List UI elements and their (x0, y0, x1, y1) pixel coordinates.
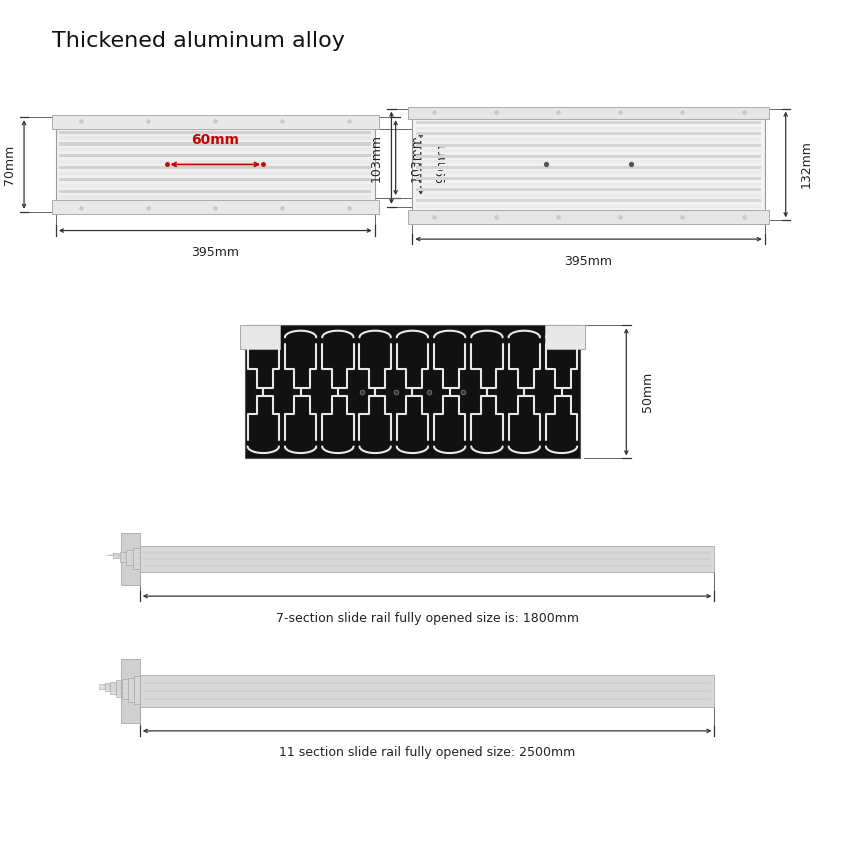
Text: 395mm: 395mm (564, 255, 613, 268)
Bar (416, 115, 762, 119)
Bar (416, 205, 762, 208)
Text: 11 section slide rail fully opened size: 2500mm: 11 section slide rail fully opened size:… (279, 746, 575, 759)
Bar (416, 110, 762, 113)
Bar (416, 177, 762, 180)
Bar (416, 155, 762, 158)
Bar (122, 534, 139, 585)
Bar (60, 183, 371, 187)
Bar (60, 195, 371, 199)
Bar (60, 154, 371, 158)
Bar (408, 107, 769, 119)
Bar (416, 183, 762, 186)
Bar (416, 194, 762, 197)
Bar (128, 678, 672, 702)
Bar (60, 148, 371, 152)
Bar (416, 138, 762, 141)
Text: 103mm: 103mm (370, 133, 383, 182)
Text: 132mm: 132mm (800, 140, 813, 189)
Bar (110, 682, 609, 694)
Bar (408, 210, 769, 224)
Bar (60, 177, 371, 181)
Text: 50mm: 50mm (641, 372, 654, 412)
Bar (416, 149, 762, 152)
Bar (127, 550, 664, 565)
Text: 70mm: 70mm (3, 145, 15, 184)
Text: 99mm: 99mm (435, 143, 448, 183)
Bar (134, 677, 694, 704)
Bar (139, 675, 714, 707)
Bar (412, 108, 765, 220)
Text: 60mm: 60mm (191, 133, 240, 147)
Bar (416, 127, 762, 130)
Text: 103mm: 103mm (410, 133, 423, 182)
Bar (139, 547, 714, 572)
Bar (113, 554, 614, 559)
Bar (416, 160, 762, 164)
Bar (416, 189, 762, 191)
Bar (416, 210, 762, 214)
Bar (416, 121, 762, 124)
Bar (60, 160, 371, 164)
Bar (60, 142, 371, 146)
Bar (120, 552, 639, 562)
Bar (60, 166, 371, 169)
Text: Thickened aluminum alloy: Thickened aluminum alloy (52, 32, 344, 52)
Bar (416, 199, 762, 202)
Bar (245, 325, 581, 458)
Bar (416, 133, 762, 135)
Bar (122, 660, 139, 722)
Bar (60, 136, 371, 139)
Bar (240, 325, 280, 350)
Bar (60, 201, 371, 205)
Text: 7-section slide rail fully opened size is: 1800mm: 7-section slide rail fully opened size i… (275, 611, 579, 624)
Bar (133, 548, 689, 568)
Bar (99, 684, 568, 689)
Bar (416, 171, 762, 175)
Bar (416, 144, 762, 146)
Bar (60, 172, 371, 175)
Bar (52, 201, 379, 214)
Text: 395mm: 395mm (191, 246, 240, 259)
Bar (56, 117, 375, 212)
Bar (60, 208, 371, 210)
Bar (60, 189, 371, 193)
Bar (416, 166, 762, 169)
Bar (545, 325, 585, 350)
Bar (60, 131, 371, 133)
Bar (60, 119, 371, 122)
Bar (116, 680, 631, 697)
Bar (105, 683, 588, 691)
Bar (52, 115, 379, 128)
Bar (122, 679, 651, 699)
Bar (60, 125, 371, 128)
Bar (416, 216, 762, 219)
